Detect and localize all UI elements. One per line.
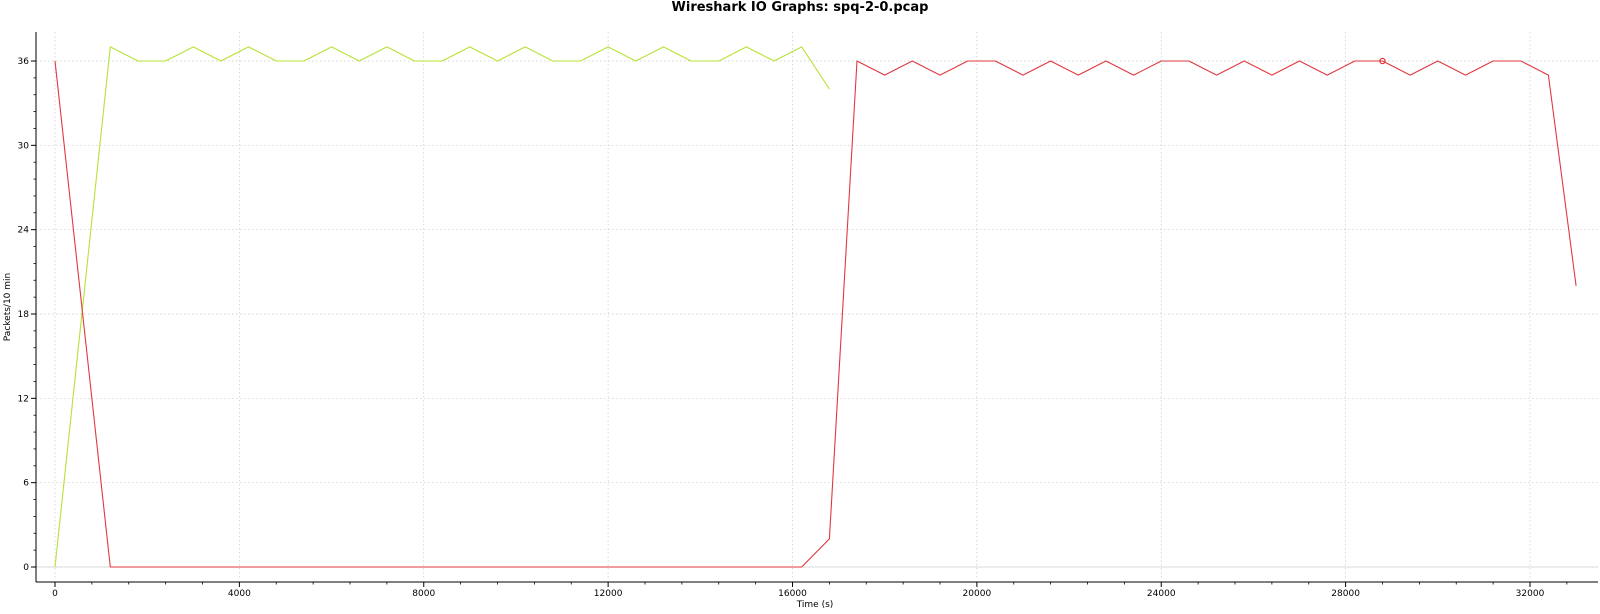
red-series-line [54,60,1577,568]
y-axis-title: Packets/10 min [3,273,13,341]
x-tick-label: 20000 [963,589,992,599]
x-tick-label: 24000 [1147,589,1176,599]
green-series-line [54,46,830,568]
series-marker [1379,57,1386,65]
series-lines [54,46,1577,568]
series-marker-point [1379,57,1386,65]
axis-ticks: 0 4000 8000 12000 16000 20000 24000 28000 32000 0… [18,57,1568,599]
y-tick-label: 12 [18,394,29,404]
x-tick-label: 32000 [1516,589,1545,599]
y-tick-label: 24 [18,226,30,236]
y-tick-label: 0 [23,563,29,573]
y-tick-label: 30 [18,141,30,151]
y-tick-label: 18 [18,310,30,320]
chart-axes [35,32,1598,583]
x-tick-label: 4000 [228,589,251,599]
x-tick-label: 16000 [778,589,807,599]
grid-lines [36,32,1598,580]
y-tick-label: 36 [18,57,30,67]
x-tick-label: 12000 [594,589,623,599]
y-tick-label: 6 [23,479,29,489]
x-tick-label: 8000 [412,589,435,599]
x-tick-label: 28000 [1331,589,1360,599]
x-tick-label: 0 [52,589,58,599]
chart-title: Wireshark IO Graphs: spq-2-0.pcap [671,0,929,15]
x-axis-title: Time (s) [796,600,834,610]
